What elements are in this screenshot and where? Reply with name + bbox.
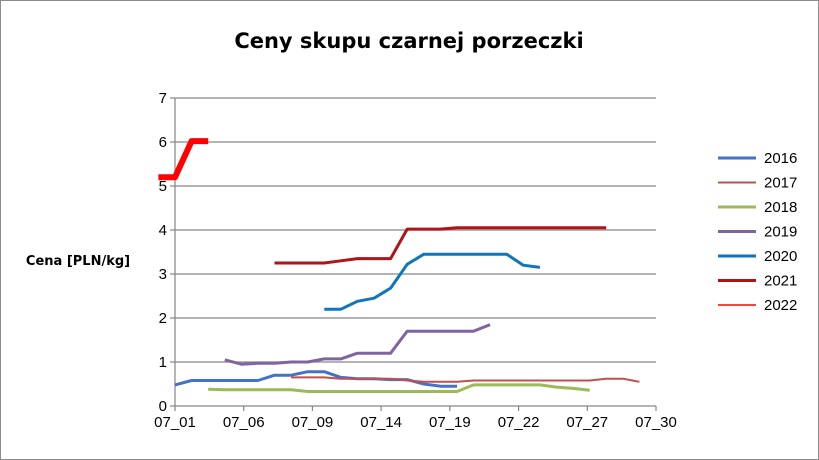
legend-label-2020: 2020 bbox=[764, 248, 797, 265]
legend-label-2016: 2016 bbox=[764, 150, 797, 167]
series-line-2016 bbox=[174, 370, 457, 388]
y-tick-label: 0 bbox=[159, 398, 167, 415]
series-lines bbox=[158, 138, 640, 393]
series-line-2021 bbox=[274, 226, 607, 265]
y-tick-label: 3 bbox=[159, 266, 167, 283]
x-tick-labels: 07_01 07_06 07_09 07_14 07_19 07_22 07_27 07_30 bbox=[154, 414, 677, 431]
axes bbox=[170, 97, 657, 411]
legend-label-2017: 2017 bbox=[764, 175, 797, 192]
y-tick-label: 2 bbox=[159, 310, 167, 327]
y-tick-label: 7 bbox=[159, 90, 167, 107]
x-tick-label: 07_14 bbox=[360, 414, 402, 431]
y-tick-labels: 0 1 2 3 4 5 6 7 bbox=[159, 90, 167, 415]
x-tick-label: 07_22 bbox=[498, 414, 540, 431]
y-tick-label: 6 bbox=[159, 134, 167, 151]
x-tick-label: 07_09 bbox=[292, 414, 334, 431]
series-line-2017 bbox=[291, 376, 640, 383]
y-axis-label: Cena [PLN/kg] bbox=[26, 254, 130, 269]
series-line-2018 bbox=[208, 383, 590, 393]
x-tick-label: 07_01 bbox=[154, 414, 196, 431]
legend-label-2022: 2022 bbox=[764, 297, 797, 314]
series-line-2019 bbox=[224, 323, 491, 366]
y-tick-label: 4 bbox=[159, 222, 167, 239]
y-tick-label: 1 bbox=[159, 354, 167, 371]
legend-label-2019: 2019 bbox=[764, 224, 797, 241]
legend: 2016 2017 2018 2019 2020 2021 2022 bbox=[718, 150, 797, 314]
x-tick-label: 07_19 bbox=[429, 414, 471, 431]
legend-label-2018: 2018 bbox=[764, 199, 797, 216]
series-line-2020 bbox=[324, 252, 541, 311]
x-tick-label: 07_06 bbox=[223, 414, 265, 431]
y-tick-label: 5 bbox=[159, 178, 167, 195]
x-tick-label: 07_30 bbox=[635, 414, 677, 431]
x-tick-label: 07_27 bbox=[566, 414, 608, 431]
chart-title: Ceny skupu czarnej porzeczki bbox=[234, 29, 583, 53]
legend-label-2021: 2021 bbox=[764, 273, 797, 290]
series-line-2022 bbox=[158, 138, 209, 181]
